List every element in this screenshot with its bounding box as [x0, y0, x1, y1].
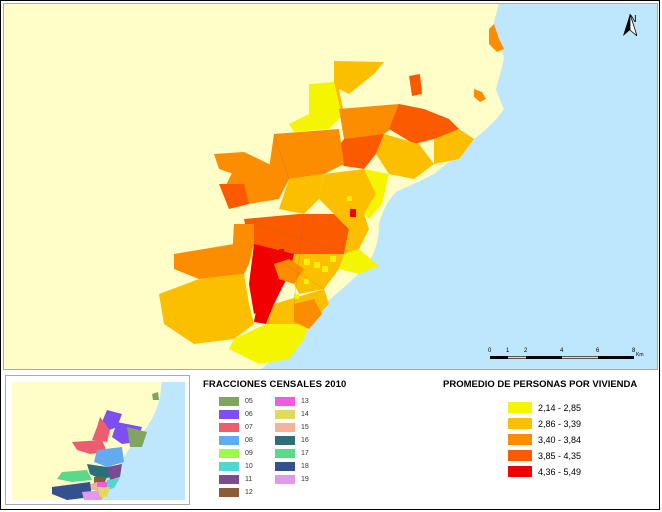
fraccion-legend-item: 09	[219, 449, 253, 458]
fraccion-legend-item: 15	[275, 423, 309, 432]
promedio-legend-item: 2,86 - 3,39	[508, 418, 581, 429]
north-arrow: N	[623, 14, 643, 36]
swatch-08	[219, 436, 239, 445]
promedio-legend-item: 2,14 - 2,85	[508, 402, 581, 413]
north-arrow-icon	[623, 14, 637, 36]
swatch-11	[219, 475, 239, 484]
scale-tick-2: 2	[524, 348, 528, 354]
fraccion-legend-item: 18	[275, 462, 309, 471]
swatch-12	[219, 488, 239, 497]
promedio-legend-item: 3,85 - 4,35	[508, 450, 581, 461]
swatch-05	[219, 397, 239, 406]
fraccion-legend-item: 06	[219, 410, 253, 419]
swatch-15	[275, 423, 295, 432]
fraccion-legend-item: 10	[219, 462, 253, 471]
swatch-10	[219, 462, 239, 471]
promedio-legend-item: 3,40 - 3,84	[508, 434, 581, 445]
scale-tick-1: 1	[506, 348, 510, 354]
north-label: N	[629, 14, 637, 25]
choropleth-map	[159, 4, 657, 369]
swatch-18	[275, 462, 295, 471]
scale-tick-0: 0	[488, 348, 492, 354]
fraccion-legend-item: 05	[219, 397, 253, 406]
fraccion-legend-item: 13	[275, 397, 309, 406]
main-map[interactable]: N 0 1 2 4 6 8 Km	[3, 3, 658, 370]
fraccion-legend-item: 17	[275, 449, 309, 458]
fraccion-legend-item: 19	[275, 475, 309, 484]
promedio-legend-title: PROMEDIO DE PERSONAS POR VIVIENDA	[443, 379, 638, 390]
swatch-19	[275, 475, 295, 484]
swatch-09	[219, 449, 239, 458]
swatch-06	[219, 410, 239, 419]
fracciones-inset-map	[52, 382, 185, 500]
legend-panel: FRACCIONES CENSALES 2010 05 06 07 08 09 …	[3, 373, 658, 508]
scale-tick-4: 6	[596, 348, 600, 354]
swatch-class-3	[508, 434, 532, 445]
fraccion-legend-item: 14	[275, 410, 309, 419]
fraccion-legend-item: 11	[219, 475, 252, 484]
fraccion-legend-item: 12	[219, 488, 253, 497]
promedio-legend-item: 4,36 - 5,49	[508, 466, 581, 477]
swatch-07	[219, 423, 239, 432]
scale-tick-5: 8	[632, 348, 636, 354]
fracciones-legend-title: FRACCIONES CENSALES 2010	[203, 379, 347, 390]
swatch-17	[275, 449, 295, 458]
swatch-13	[275, 397, 295, 406]
scale-bar: 0 1 2 4 6 8 Km	[488, 348, 648, 368]
fraccion-legend-item: 08	[219, 436, 253, 445]
fraccion-legend-item: 07	[219, 423, 253, 432]
swatch-14	[275, 410, 295, 419]
scale-unit: Km	[636, 352, 644, 358]
swatch-16	[275, 436, 295, 445]
locator-inset-map	[5, 375, 190, 505]
swatch-class-2	[508, 418, 532, 429]
scale-tick-3: 4	[560, 348, 564, 354]
swatch-class-5	[508, 466, 532, 477]
swatch-class-4	[508, 450, 532, 461]
swatch-class-1	[508, 402, 532, 413]
fraccion-legend-item: 16	[275, 436, 309, 445]
